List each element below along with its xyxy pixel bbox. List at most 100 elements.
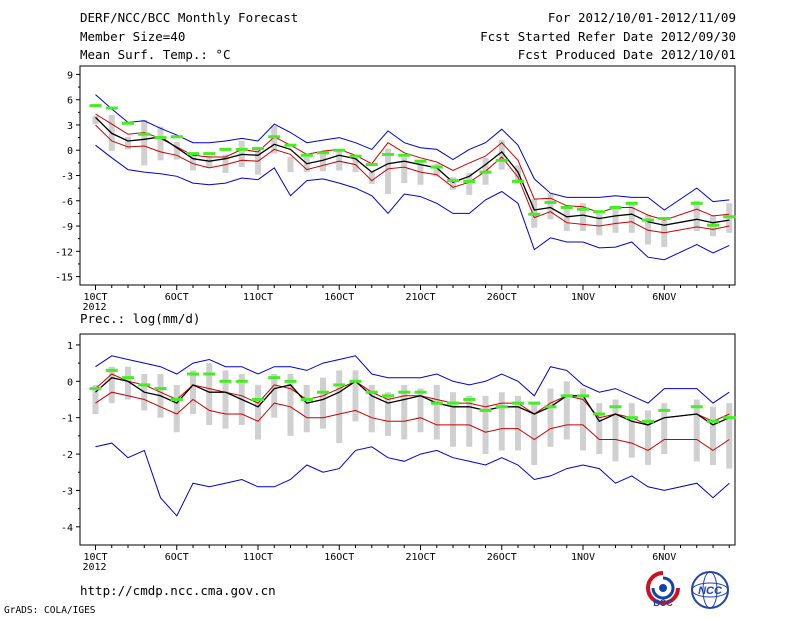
observed-marker	[235, 147, 248, 151]
spread-box	[368, 172, 375, 184]
spread-box	[661, 220, 668, 248]
series-mean-line	[95, 376, 730, 426]
y-tick-label: -1	[61, 414, 73, 425]
ncc-logo-text: NCC	[698, 585, 723, 597]
observed-marker	[463, 397, 476, 401]
spread-box	[498, 392, 505, 451]
x-tick-label: 6OCT	[165, 292, 189, 303]
observed-marker	[430, 165, 443, 169]
observed-marker	[219, 147, 232, 151]
spread-box	[255, 149, 261, 175]
x-tick-label: 1NOV	[571, 292, 595, 303]
observed-marker	[723, 215, 736, 219]
observed-marker	[544, 200, 557, 204]
precipitation-label: Prec.: log(mm/d)	[80, 311, 201, 326]
spread-box	[515, 165, 521, 184]
spread-box	[336, 149, 343, 171]
spread-box	[385, 148, 391, 195]
spread-box	[433, 384, 440, 440]
observed-marker	[284, 143, 297, 147]
spread-box	[287, 156, 294, 173]
observed-marker	[593, 412, 606, 416]
spread-box	[693, 200, 700, 232]
observed-marker	[89, 387, 102, 391]
member-size-label: Member Size=40	[80, 29, 186, 44]
observed-marker	[268, 135, 281, 139]
spread-box	[726, 403, 733, 469]
x-tick-label: 16OCT	[324, 292, 354, 303]
spread-box	[498, 140, 505, 170]
observed-marker	[512, 401, 524, 405]
spread-box	[401, 384, 408, 440]
observed-marker	[203, 372, 216, 376]
x-tick-label: 6NOV	[652, 292, 676, 303]
observed-marker	[447, 401, 459, 405]
y-tick-label: 6	[67, 96, 73, 107]
x-tick-label: 21OCT	[405, 292, 435, 303]
observed-marker	[382, 394, 394, 398]
y-tick-label: 9	[67, 70, 73, 81]
observed-marker	[642, 218, 654, 222]
y-tick-label: -3	[61, 486, 73, 497]
spread-box	[303, 156, 310, 173]
observed-marker	[89, 104, 102, 108]
series-max-line	[95, 355, 730, 404]
y-tick-label: -4	[61, 523, 73, 534]
observed-marker	[463, 179, 476, 183]
observed-marker	[300, 153, 313, 157]
x-tick-label: 6NOV	[652, 552, 676, 563]
spread-box	[450, 392, 456, 447]
observed-marker	[170, 135, 183, 139]
x-tick-label: 10CT	[83, 552, 107, 563]
observed-marker	[447, 179, 459, 183]
observed-marker	[609, 405, 622, 409]
spread-box	[206, 363, 213, 425]
spread-box	[401, 157, 408, 184]
plot-frame	[79, 65, 736, 286]
observed-marker	[398, 153, 411, 157]
x-tick-label: 26OCT	[487, 292, 517, 303]
observed-marker	[317, 151, 329, 155]
series-min-line	[95, 144, 730, 261]
observed-marker	[349, 154, 362, 158]
observed-marker	[138, 132, 151, 136]
source-url[interactable]: http://cmdp.ncc.cma.gov.cn	[80, 583, 276, 598]
spread-box	[612, 205, 619, 233]
spread-box	[320, 377, 326, 429]
spread-box	[450, 177, 456, 190]
x-tick-year: 2012	[82, 302, 106, 313]
observed-marker	[333, 148, 346, 152]
spread-box	[108, 366, 115, 404]
spread-box	[466, 172, 473, 195]
spread-box	[433, 163, 440, 177]
spread-box	[157, 126, 164, 161]
spread-box	[190, 152, 196, 171]
observed-marker	[122, 121, 134, 125]
y-tick-label: 3	[67, 121, 73, 132]
spread-box	[368, 384, 375, 433]
spread-box	[125, 366, 131, 400]
forecast-produced-date: Fcst Produced Date 2012/10/01	[517, 47, 736, 62]
observed-marker	[235, 379, 248, 383]
y-tick-label: -9	[61, 222, 73, 233]
observed-marker	[414, 390, 427, 394]
observed-marker	[723, 416, 736, 420]
x-tick-label: 10CT	[83, 292, 107, 303]
spread-box	[596, 403, 603, 455]
x-tick-label: 6OCT	[165, 552, 189, 563]
spread-box	[547, 193, 554, 220]
spread-box	[336, 370, 343, 444]
observed-marker	[430, 401, 443, 405]
spread-box	[141, 119, 148, 166]
observed-marker	[544, 405, 557, 409]
observed-marker	[609, 206, 622, 210]
series-lower-line	[95, 391, 730, 452]
spread-box	[417, 388, 424, 433]
spread-box	[531, 403, 538, 465]
forecast-period: For 2012/10/01-2012/11/09	[547, 10, 736, 25]
observed-marker	[170, 397, 183, 401]
spread-box	[92, 384, 99, 415]
y-tick-label: -12	[55, 247, 73, 258]
